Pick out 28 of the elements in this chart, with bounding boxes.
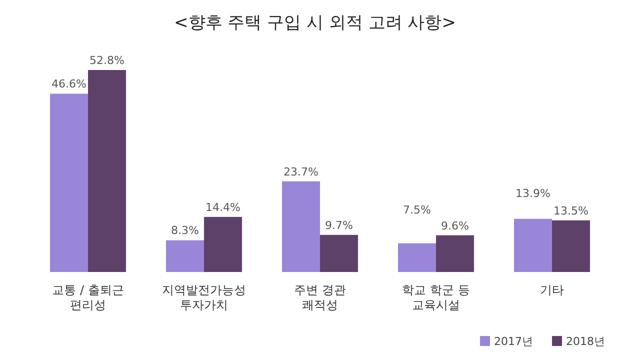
x-tick-label: 학교 학군 등 교육시설 bbox=[402, 283, 470, 312]
data-label: 9.6% bbox=[441, 219, 469, 232]
x-tick-label: 기타 bbox=[540, 283, 564, 297]
x-tick-label: 지역발전가능성 투자가치 bbox=[162, 283, 246, 312]
bar bbox=[282, 181, 320, 272]
legend-label: 2018년 bbox=[566, 335, 605, 348]
data-label: 9.7% bbox=[325, 218, 353, 232]
bar bbox=[552, 220, 590, 272]
x-tick-label: 교통 / 출퇴근 편리성 bbox=[52, 283, 124, 312]
bar bbox=[436, 235, 474, 272]
bar bbox=[166, 240, 204, 272]
data-label: 8.3% bbox=[171, 224, 199, 238]
data-label: 46.6% bbox=[52, 78, 86, 91]
data-label: 13.9% bbox=[516, 186, 550, 200]
legend-label: 2017년 bbox=[494, 335, 533, 348]
bar bbox=[50, 94, 88, 272]
bar bbox=[320, 234, 358, 272]
data-label: 7.5% bbox=[403, 203, 431, 216]
data-label: 23.7% bbox=[284, 165, 318, 178]
bar bbox=[88, 70, 126, 272]
data-label: 14.4% bbox=[206, 200, 240, 214]
bar bbox=[398, 243, 436, 272]
data-label: 13.5% bbox=[554, 204, 588, 218]
data-label: 52.8% bbox=[90, 54, 124, 67]
bar bbox=[204, 216, 242, 272]
chart-title: <향후 주택 구입 시 외적 고려 사항> bbox=[174, 13, 456, 33]
x-tick-label: 주변 경관 쾌적성 bbox=[294, 283, 346, 312]
bar bbox=[514, 218, 552, 272]
